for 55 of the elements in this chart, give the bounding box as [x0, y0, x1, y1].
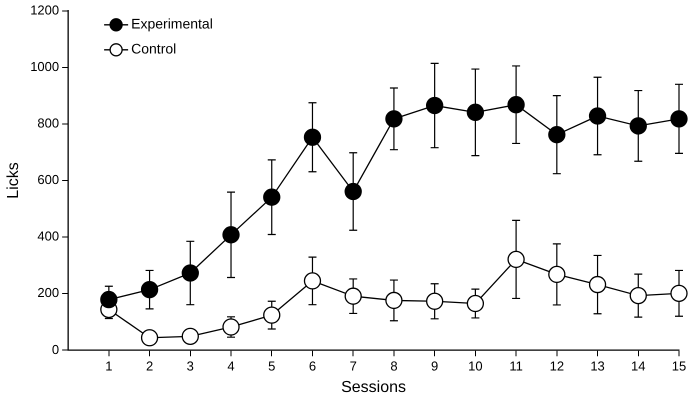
y-tick-label: 600: [37, 172, 60, 188]
point: [548, 266, 566, 284]
point: [385, 110, 403, 128]
y-axis-title: Licks: [5, 162, 22, 199]
x-tick-label: 11: [509, 358, 523, 374]
x-tick-label: 7: [350, 358, 357, 374]
y-tick-label: 400: [37, 228, 60, 244]
point: [670, 284, 688, 302]
point: [385, 292, 403, 310]
point: [140, 329, 158, 346]
x-tick-label: 1: [105, 358, 112, 374]
x-tick-label: 6: [308, 358, 316, 374]
point: [263, 188, 280, 206]
x-tick-label: 14: [631, 358, 646, 374]
point: [182, 328, 199, 345]
point: [630, 117, 647, 135]
y-tick-label: 1000: [30, 58, 60, 74]
point: [630, 286, 647, 304]
point: [344, 288, 362, 305]
y-tick-label: 800: [37, 116, 60, 131]
point: [426, 96, 444, 114]
x-tick-label: 8: [390, 358, 398, 374]
point: [588, 107, 606, 125]
legend-label: Control: [131, 40, 176, 57]
x-tick-label: 2: [146, 358, 154, 374]
x-tick-label: 13: [590, 358, 605, 374]
point: [222, 318, 240, 336]
point: [588, 276, 606, 294]
x-axis-title: Sessions: [341, 378, 406, 396]
legend-label: Experimental: [131, 16, 213, 32]
y-tick-label: 0: [52, 342, 60, 357]
point: [344, 182, 362, 200]
x-tick-label: 9: [431, 358, 438, 374]
x-tick-label: 10: [468, 358, 483, 374]
x-tick-label: 3: [186, 358, 194, 374]
point: [100, 290, 118, 308]
point: [507, 250, 525, 268]
point: [263, 306, 280, 324]
point: [304, 272, 322, 290]
x-tick-label: 15: [672, 358, 686, 374]
point: [304, 128, 322, 146]
x-tick-label: 5: [268, 358, 276, 374]
point: [426, 292, 444, 310]
point: [140, 281, 158, 298]
y-tick-label: 200: [37, 285, 60, 300]
point: [670, 110, 688, 128]
x-tick-label: 4: [227, 358, 235, 374]
x-tick-label: 12: [550, 358, 564, 374]
point: [182, 264, 199, 282]
point: [222, 226, 240, 244]
point: [466, 294, 484, 312]
y-tick-label: 1200: [30, 2, 60, 18]
point: [507, 96, 525, 114]
point: [548, 126, 566, 144]
point: [466, 104, 484, 121]
